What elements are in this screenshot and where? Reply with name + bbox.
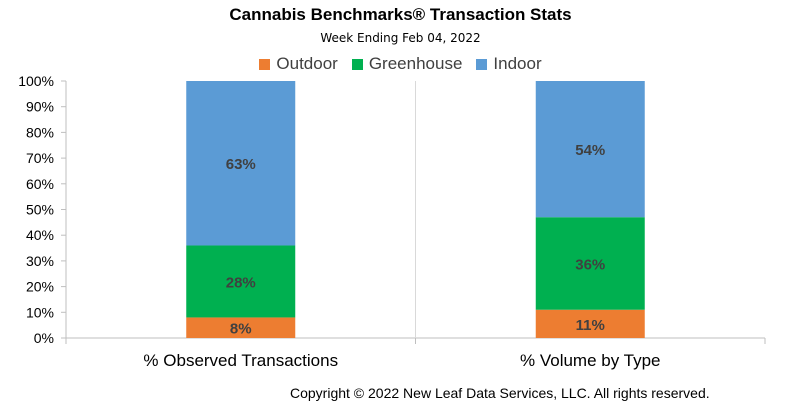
y-tick-label: 100% [18,73,54,89]
legend-swatch-indoor [476,58,488,70]
y-tick-label: 10% [26,304,54,320]
y-tick-label: 50% [26,202,54,218]
legend-swatch-outdoor [259,58,271,70]
copyright-note: Copyright © 2022 New Leaf Data Services,… [290,385,710,401]
y-tick-label: 40% [26,227,54,243]
x-category-label: % Observed Transactions [143,351,338,370]
y-tick-label: 0% [34,330,54,346]
data-label: 8% [230,321,252,338]
bar-greenhouse-0 [186,245,296,318]
data-label: 11% [576,317,605,334]
legend: Outdoor Greenhouse Indoor [0,54,801,74]
y-tick-label: 70% [26,150,54,166]
legend-item-outdoor: Outdoor [259,54,338,74]
y-tick-label: 20% [26,279,54,295]
legend-label-outdoor: Outdoor [276,54,338,73]
y-tick-label: 30% [26,253,54,269]
bar-indoor-1 [535,81,645,218]
bar-outdoor-1 [535,309,645,338]
legend-swatch-greenhouse [351,58,363,70]
chart-subtitle: Week Ending Feb 04, 2022 [320,31,481,45]
legend-label-greenhouse: Greenhouse [368,54,463,73]
bar-greenhouse-1 [535,217,645,310]
chart-title: Cannabis Benchmarks® Transaction Stats [229,5,572,24]
legend-item-indoor: Indoor [476,54,542,74]
y-tick-label: 90% [26,99,54,115]
y-tick-label: 80% [26,124,54,140]
y-tick-label: 60% [26,176,54,192]
legend-label-indoor: Indoor [493,54,542,73]
data-label: 28% [226,274,256,291]
bar-indoor-0 [186,81,296,246]
legend-item-greenhouse: Greenhouse [351,54,463,74]
data-label: 36% [575,256,605,273]
bar-outdoor-0 [186,317,296,338]
x-category-label: % Volume by Type [520,351,661,370]
data-label: 63% [226,156,256,173]
data-label: 54% [575,142,605,159]
